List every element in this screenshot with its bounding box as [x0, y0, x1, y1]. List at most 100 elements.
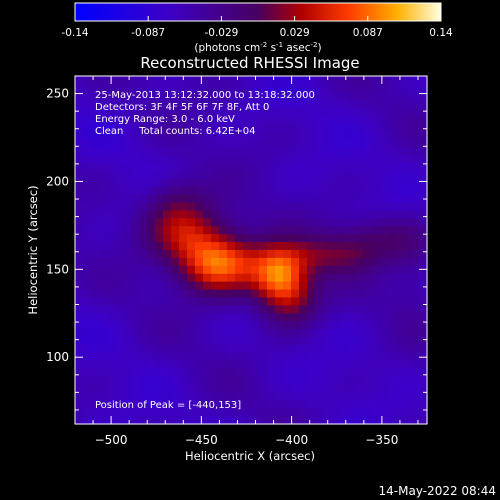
- heatmap-cell: [275, 281, 284, 291]
- heatmap-cell: [139, 257, 148, 267]
- heatmap-cell: [251, 376, 260, 386]
- heatmap-cell: [291, 352, 300, 362]
- heatmap-cell: [307, 408, 316, 417]
- heatmap-cell: [139, 242, 148, 251]
- heatmap-cell: [315, 368, 324, 378]
- heatmap-cell: [387, 416, 396, 425]
- heatmap-cell: [315, 115, 324, 125]
- heatmap-cell: [363, 321, 372, 330]
- heatmap-cell: [195, 265, 204, 275]
- heatmap-cell: [291, 123, 300, 132]
- heatmap-cell: [363, 147, 372, 156]
- heatmap-cell: [179, 226, 188, 235]
- heatmap-cell: [195, 91, 204, 101]
- heatmap-cell: [139, 416, 148, 425]
- heatmap-cell: [363, 76, 372, 85]
- heatmap-cell: [275, 147, 284, 156]
- heatmap-cell: [131, 170, 140, 180]
- heatmap-cell: [147, 392, 156, 401]
- heatmap-cell: [187, 139, 196, 148]
- heatmap-cell: [211, 210, 220, 219]
- heatmap-cell: [307, 392, 316, 401]
- heatmap-cell: [339, 155, 348, 164]
- heatmap-cell: [227, 337, 236, 346]
- heatmap-cell: [275, 123, 284, 132]
- heatmap-cell: [291, 202, 300, 212]
- heatmap-cell: [331, 83, 340, 93]
- heatmap-cell: [187, 337, 196, 346]
- heatmap-cell: [123, 273, 132, 283]
- heatmap-cell: [139, 384, 148, 393]
- heatmap-cell: [291, 344, 300, 354]
- heatmap-cell: [363, 107, 372, 117]
- heatmap-cell: [363, 131, 372, 140]
- heatmap-cell: [403, 147, 412, 156]
- heatmap-cell: [355, 329, 364, 338]
- heatmap-cell: [243, 337, 252, 346]
- heatmap-cell: [115, 400, 124, 409]
- heatmap-cell: [299, 313, 308, 322]
- heatmap-cell: [403, 178, 412, 188]
- heatmap-cell: [323, 392, 332, 401]
- heatmap-cell: [203, 202, 212, 212]
- heatmap-cell: [115, 289, 124, 299]
- heatmap-cell: [395, 368, 404, 378]
- heatmap-cell: [411, 186, 420, 196]
- heatmap-cell: [195, 99, 204, 109]
- heatmap-cell: [243, 218, 252, 227]
- heatmap-cell: [139, 147, 148, 156]
- heatmap-cell: [299, 226, 308, 235]
- heatmap-cell: [275, 273, 284, 283]
- heatmap-cell: [347, 337, 356, 346]
- heatmap-cell: [331, 147, 340, 156]
- heatmap-cell: [99, 163, 108, 172]
- heatmap-cell: [131, 163, 140, 172]
- heatmap-cell: [363, 305, 372, 314]
- heatmap-cell: [323, 408, 332, 417]
- heatmap-cell: [171, 76, 180, 85]
- heatmap-cell: [131, 155, 140, 164]
- heatmap-cell: [411, 273, 420, 283]
- heatmap-cell: [379, 194, 388, 204]
- heatmap-cell: [203, 242, 212, 251]
- heatmap-cell: [339, 376, 348, 386]
- heatmap-cell: [419, 107, 428, 117]
- heatmap-cell: [123, 99, 132, 109]
- heatmap-cell: [75, 329, 84, 338]
- heatmap-cell: [91, 273, 100, 283]
- heatmap-cell: [139, 400, 148, 409]
- heatmap-cell: [107, 321, 116, 330]
- x-tick-label: −500: [95, 433, 128, 447]
- heatmap-cell: [203, 250, 212, 259]
- heatmap-cell: [107, 147, 116, 156]
- heatmap-cell: [107, 352, 116, 362]
- heatmap-cell: [307, 416, 316, 425]
- heatmap-cell: [219, 186, 228, 196]
- heatmap-cell: [419, 416, 428, 425]
- heatmap-cell: [419, 226, 428, 235]
- heatmap-cell: [355, 360, 364, 370]
- heatmap-cell: [211, 186, 220, 196]
- heatmap-cell: [107, 250, 116, 259]
- heatmap-cell: [363, 329, 372, 338]
- heatmap-cell: [107, 242, 116, 251]
- heatmap-cell: [403, 360, 412, 370]
- heatmap-cell: [395, 186, 404, 196]
- heatmap-cell: [339, 297, 348, 306]
- heatmap-cell: [275, 408, 284, 417]
- heatmap-cell: [259, 147, 268, 156]
- heatmap-cell: [347, 170, 356, 180]
- heatmap-cell: [267, 384, 276, 393]
- colorbar-ticks: -0.14 -0.087 -0.029 0.029 0.087 0.14: [61, 16, 453, 39]
- heatmap-cell: [139, 368, 148, 378]
- heatmap-cell: [419, 376, 428, 386]
- heatmap-cell: [123, 234, 132, 243]
- heatmap-cell: [395, 376, 404, 386]
- heatmap-cell: [323, 76, 332, 85]
- heatmap-cell: [171, 289, 180, 299]
- heatmap-cell: [235, 139, 244, 148]
- heatmap-cell: [259, 344, 268, 354]
- heatmap-cell: [147, 202, 156, 212]
- heatmap-cell: [331, 273, 340, 283]
- heatmap-cell: [291, 265, 300, 275]
